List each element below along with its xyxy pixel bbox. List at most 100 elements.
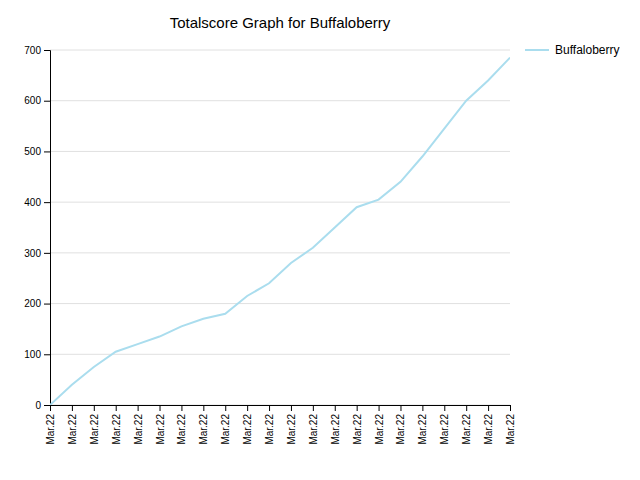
y-tick: 300 (24, 248, 50, 259)
tick-mark (357, 405, 358, 411)
tick-label: Mar.22 (264, 414, 275, 445)
tick-label: Mar.22 (67, 414, 78, 445)
tick-mark (44, 151, 50, 152)
grid-line (50, 252, 510, 253)
axis-line (44, 51, 51, 406)
grid (50, 50, 510, 405)
y-tick: 0 (35, 400, 50, 411)
x-tick: Mar.22 (133, 405, 144, 445)
tick-label: 400 (24, 197, 41, 208)
tick-label: 0 (35, 400, 41, 411)
tick-label: Mar.22 (395, 414, 406, 445)
tick-mark (44, 202, 50, 203)
x-tick: Mar.22 (155, 405, 166, 445)
tick-mark (116, 405, 117, 411)
x-tick: Mar.22 (198, 405, 209, 445)
tick-mark (466, 405, 467, 411)
tick-mark (379, 405, 380, 411)
tick-label: Mar.22 (505, 414, 516, 445)
x-tick: Mar.22 (461, 405, 472, 445)
legend-label: Buffaloberry (555, 43, 619, 57)
x-tick: Mar.22 (330, 405, 341, 445)
x-tick: Mar.22 (67, 405, 78, 445)
tick-label: 100 (24, 349, 41, 360)
tick-label: Mar.22 (308, 414, 319, 445)
x-tick: Mar.22 (352, 405, 363, 445)
tick-label: Mar.22 (439, 414, 450, 445)
tick-label: Mar.22 (89, 414, 100, 445)
tick-mark (160, 405, 161, 411)
tick-label: Mar.22 (155, 414, 166, 445)
title: Totalscore Graph for Buffaloberry (170, 14, 391, 31)
grid-line (50, 50, 510, 51)
x-tick: Mar.22 (220, 405, 231, 445)
tick-mark (225, 405, 226, 411)
y-tick: 200 (24, 298, 50, 309)
tick-mark (313, 405, 314, 411)
tick-mark (44, 354, 50, 355)
y-tick: 400 (24, 197, 50, 208)
tick-mark (181, 405, 182, 411)
tick-mark (138, 405, 139, 411)
x-tick: Mar.22 (308, 405, 319, 445)
x-tick: Mar.22 (374, 405, 385, 445)
x-tick: Mar.22 (439, 405, 450, 445)
tick-mark (44, 304, 50, 305)
legend-swatch (525, 49, 549, 51)
plot: 0100200300400500600700Mar.22Mar.22Mar.22… (24, 45, 516, 445)
tick-label: 700 (24, 45, 41, 56)
x-tick: Mar.22 (45, 405, 56, 445)
y-tick: 100 (24, 349, 50, 360)
grid-line (50, 100, 510, 101)
y-tick: 500 (24, 146, 50, 157)
tick-label: 500 (24, 146, 41, 157)
axis-line (51, 406, 511, 412)
y-tick: 700 (24, 45, 50, 56)
tick-label: Mar.22 (111, 414, 122, 445)
tick-mark (44, 50, 50, 51)
x-tick: Mar.22 (505, 405, 516, 445)
legend-item: Buffaloberry (525, 43, 619, 57)
x-axis: Mar.22 Mar.22 Mar.22 Mar.22 Mar.22 Mar.22 Mar.… (45, 405, 516, 445)
y-axis: 0 100 200 300 400 500 600 700 (24, 45, 50, 411)
tick-mark (44, 405, 50, 406)
tick-label: Mar.22 (286, 414, 297, 445)
tick-label: 600 (24, 95, 41, 106)
tick-label: Mar.22 (220, 414, 231, 445)
tick-label: Mar.22 (45, 414, 56, 445)
tick-mark (400, 405, 401, 411)
tick-label: Mar.22 (176, 414, 187, 445)
tick-label: Mar.22 (352, 414, 363, 445)
x-tick: Mar.22 (111, 405, 122, 445)
tick-label: Mar.22 (461, 414, 472, 445)
x-tick: Mar.22 (242, 405, 253, 445)
grid-line (50, 303, 510, 304)
tick-label: Mar.22 (198, 414, 209, 445)
y-tick: 600 (24, 95, 50, 106)
tick-mark (203, 405, 204, 411)
tick-mark (44, 253, 50, 254)
tick-mark (444, 405, 445, 411)
tick-mark (335, 405, 336, 411)
x-tick: Mar.22 (417, 405, 428, 445)
x-tick: Mar.22 (483, 405, 494, 445)
tick-mark (44, 101, 50, 102)
tick-label: Mar.22 (133, 414, 144, 445)
tick-label: Mar.22 (483, 414, 494, 445)
tick-label: Mar.22 (374, 414, 385, 445)
marks (50, 58, 510, 405)
legend: Buffaloberry (525, 43, 619, 57)
tick-mark (488, 405, 489, 411)
x-tick: Mar.22 (176, 405, 187, 445)
tick-label: Mar.22 (242, 414, 253, 445)
x-tick: Mar.22 (264, 405, 275, 445)
tick-label: 200 (24, 298, 41, 309)
tick-mark (94, 405, 95, 411)
tick-mark (510, 405, 511, 411)
tick-label: 300 (24, 248, 41, 259)
x-tick: Mar.22 (395, 405, 406, 445)
tick-mark (72, 405, 73, 411)
tick-label: Mar.22 (330, 414, 341, 445)
tick-mark (50, 405, 51, 411)
tick-mark (247, 405, 248, 411)
